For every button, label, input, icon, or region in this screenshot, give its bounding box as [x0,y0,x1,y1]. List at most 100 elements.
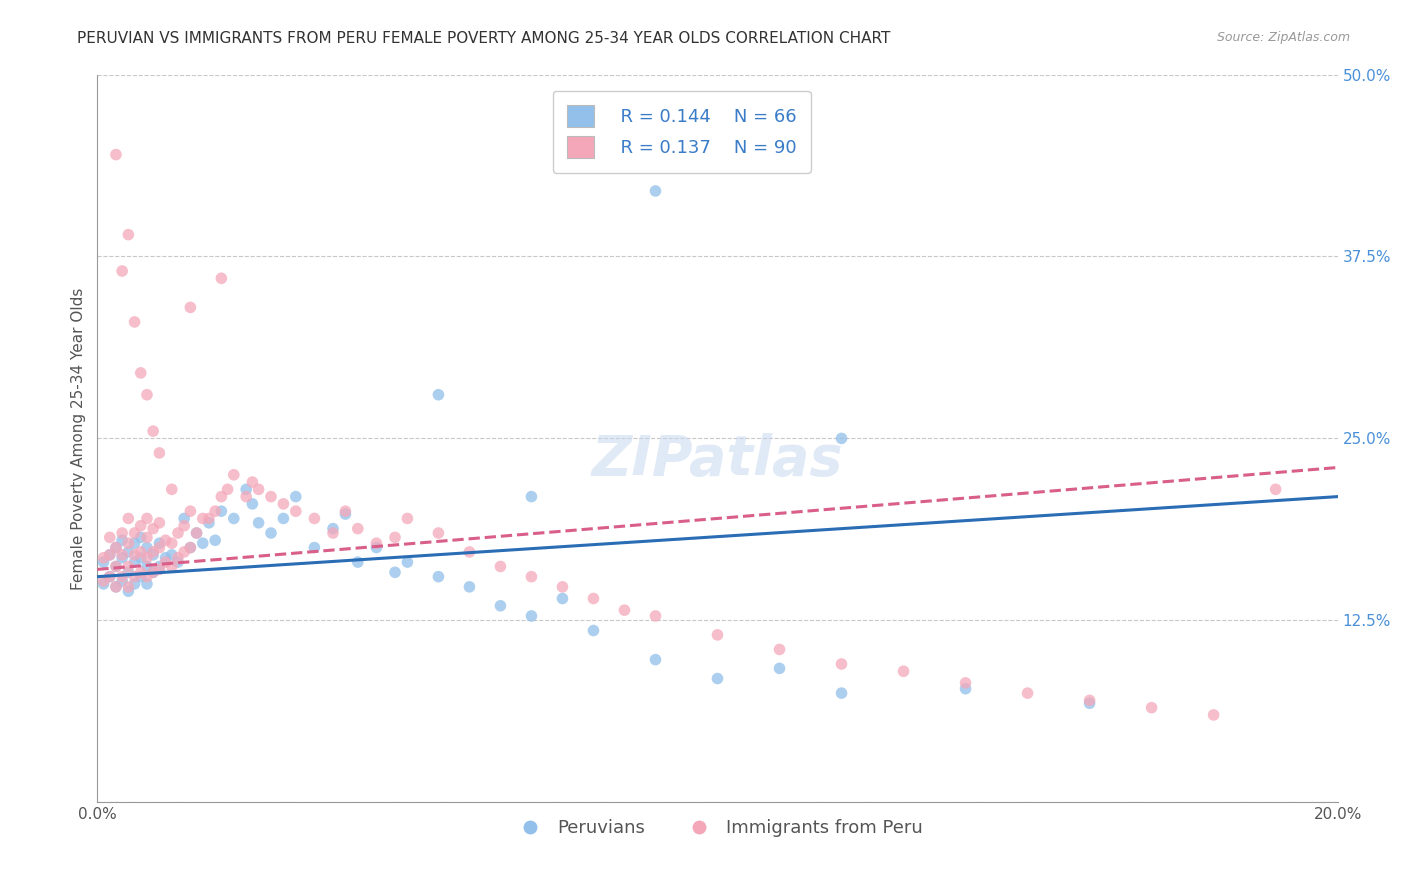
Point [1140,700,1163,714]
Point [124,555,146,569]
Point [148,446,170,460]
Point [209,490,232,504]
Point [217,483,239,497]
Point [644,184,666,198]
Point [366,541,388,555]
Point [142,522,165,536]
Point [124,548,146,562]
Point [520,609,543,624]
Point [111,574,134,588]
Point [142,566,165,580]
Point [396,555,419,569]
Point [111,569,134,583]
Point [117,227,139,242]
Point [142,424,165,438]
Point [1264,483,1286,497]
Point [489,599,512,613]
Point [204,504,226,518]
Point [93,577,115,591]
Point [955,676,977,690]
Point [93,555,115,569]
Point [322,522,344,536]
Point [117,511,139,525]
Point [148,516,170,530]
Point [111,550,134,565]
Point [104,541,127,555]
Point [260,490,283,504]
Point [104,580,127,594]
Point [1202,708,1225,723]
Text: PERUVIAN VS IMMIGRANTS FROM PERU FEMALE POVERTY AMONG 25-34 YEAR OLDS CORRELATIO: PERUVIAN VS IMMIGRANTS FROM PERU FEMALE … [77,31,891,46]
Point [427,526,450,541]
Point [186,526,208,541]
Point [148,536,170,550]
Point [831,657,853,671]
Point [396,511,419,525]
Point [235,490,257,504]
Point [104,580,127,594]
Point [129,530,152,544]
Point [142,566,165,580]
Point [155,550,177,565]
Point [173,511,195,525]
Point [104,559,127,574]
Point [167,550,190,565]
Point [284,490,307,504]
Point [613,603,636,617]
Point [273,511,295,525]
Point [551,591,574,606]
Point [136,530,159,544]
Point [304,541,326,555]
Point [148,541,170,555]
Point [117,559,139,574]
Point [768,661,790,675]
Point [136,550,159,565]
Point [893,665,915,679]
Point [117,566,139,580]
Point [198,511,221,525]
Point [582,624,605,638]
Point [148,562,170,576]
Point [160,559,183,574]
Point [284,504,307,518]
Point [191,511,214,525]
Point [148,559,170,574]
Point [179,504,201,518]
Point [160,536,183,550]
Point [104,541,127,555]
Point [129,366,152,380]
Point [260,526,283,541]
Point [179,301,201,315]
Point [117,584,139,599]
Point [136,577,159,591]
Point [111,526,134,541]
Point [644,652,666,666]
Point [117,580,139,594]
Point [204,533,226,548]
Point [155,533,177,548]
Point [142,545,165,559]
Point [191,536,214,550]
Point [304,511,326,525]
Point [104,559,127,574]
Point [335,504,357,518]
Point [273,497,295,511]
Point [111,264,134,278]
Point [136,559,159,574]
Point [136,541,159,555]
Point [136,388,159,402]
Point [117,536,139,550]
Point [98,548,121,562]
Point [458,545,481,559]
Point [489,559,512,574]
Point [111,548,134,562]
Point [458,580,481,594]
Point [520,490,543,504]
Point [322,526,344,541]
Point [247,483,270,497]
Point [427,388,450,402]
Point [179,541,201,555]
Point [173,518,195,533]
Point [129,545,152,559]
Point [167,555,190,569]
